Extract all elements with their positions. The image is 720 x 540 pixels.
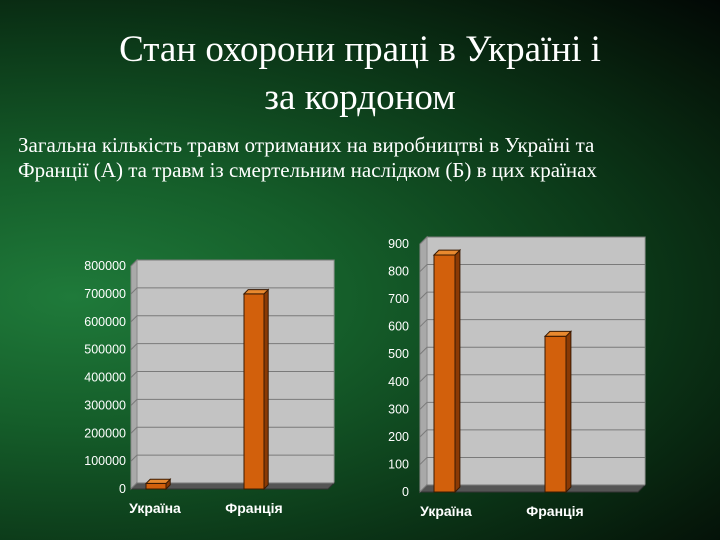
chart-2-gridline-side (419, 319, 428, 328)
slide-title-line-2: за кордоном (264, 77, 456, 118)
slide-title: Стан охорони праці в Україні і за кордон… (0, 26, 720, 122)
chart-2-bar-side (565, 330, 572, 494)
chart-1-gridline-side (130, 399, 138, 406)
chart-1-gridline-side (130, 482, 138, 490)
chart-1-gridline-side (130, 343, 138, 350)
chart-1-y-tick-label: 200000 (84, 426, 126, 440)
chart-2-gridline-side (419, 374, 428, 383)
slide-title-line-1: Стан охорони праці в Україні і (119, 29, 601, 70)
chart-2-gridline-side (419, 236, 428, 245)
chart-2-bar-side (454, 248, 461, 494)
chart-1-bar-top (144, 478, 172, 484)
chart-2-gridline-side (419, 291, 428, 300)
chart-1-gridline-side (130, 287, 138, 295)
chart-1-y-tick-label: 300000 (84, 398, 126, 412)
chart-1-category-label: Франція (225, 500, 282, 516)
chart-2-gridline-side (419, 264, 428, 272)
chart-2-gridline-side (419, 457, 428, 465)
chart-2-category-label: Франція (526, 503, 583, 519)
chart-1-bar-top (242, 289, 270, 295)
chart-2-gridline-side (419, 401, 428, 410)
chart-1-gridline-side (130, 454, 138, 462)
chart-2-y-tick-label: 900 (388, 237, 409, 251)
chart-2-y-tick-label: 0 (402, 485, 409, 499)
chart-1-y-tick-label: 700000 (84, 287, 126, 301)
chart-1-category-label: Україна (129, 500, 181, 516)
chart-1-y-tick-label: 400000 (84, 371, 126, 385)
chart-1-y-tick-label: 600000 (84, 315, 126, 329)
chart-1-y-tick-label: 800000 (84, 259, 126, 273)
chart-2-y-tick-label: 800 (388, 265, 409, 279)
chart-2-gridline-side (419, 484, 428, 493)
chart-2-y-tick-label: 500 (388, 347, 409, 361)
chart-1-y-tick-label: 100000 (84, 454, 126, 468)
chart-1-gridline-side (130, 371, 138, 378)
chart-2-y-tick-label: 100 (388, 457, 409, 471)
slide-subtitle: Загальна кількість травм отриманих на ви… (18, 133, 708, 183)
chart-2-bar-front (544, 335, 567, 493)
chart-2-bar-front (433, 254, 456, 493)
chart-2-y-tick-label: 300 (388, 402, 409, 416)
chart-1-gridline-side (130, 259, 138, 267)
chart-1-y-tick-label: 500000 (84, 343, 126, 357)
chart-2-category-label: Україна (420, 503, 472, 519)
chart-2-y-tick-label: 400 (388, 375, 409, 389)
slide-subtitle-line-1: Загальна кількість травм отриманих на ви… (18, 133, 595, 157)
chart-1-y-tick-label: 0 (119, 482, 126, 496)
chart-2-gridline-side (419, 429, 428, 438)
chart-2-bar-top (543, 330, 573, 337)
chart-2-gridline-side (419, 346, 428, 355)
chart-2-side-wall (419, 235, 428, 494)
chart-2-y-tick-label: 200 (388, 430, 409, 444)
chart-2-y-tick-label: 700 (388, 292, 409, 306)
slide-subtitle-line-2: Франції (А) та травм із смертельним насл… (18, 158, 597, 182)
chart-1-gridline-side (130, 315, 138, 323)
chart-2-y-tick-label: 600 (388, 320, 409, 334)
chart-1-gridline-side (130, 426, 138, 434)
chart-2-bar-top (432, 249, 462, 256)
